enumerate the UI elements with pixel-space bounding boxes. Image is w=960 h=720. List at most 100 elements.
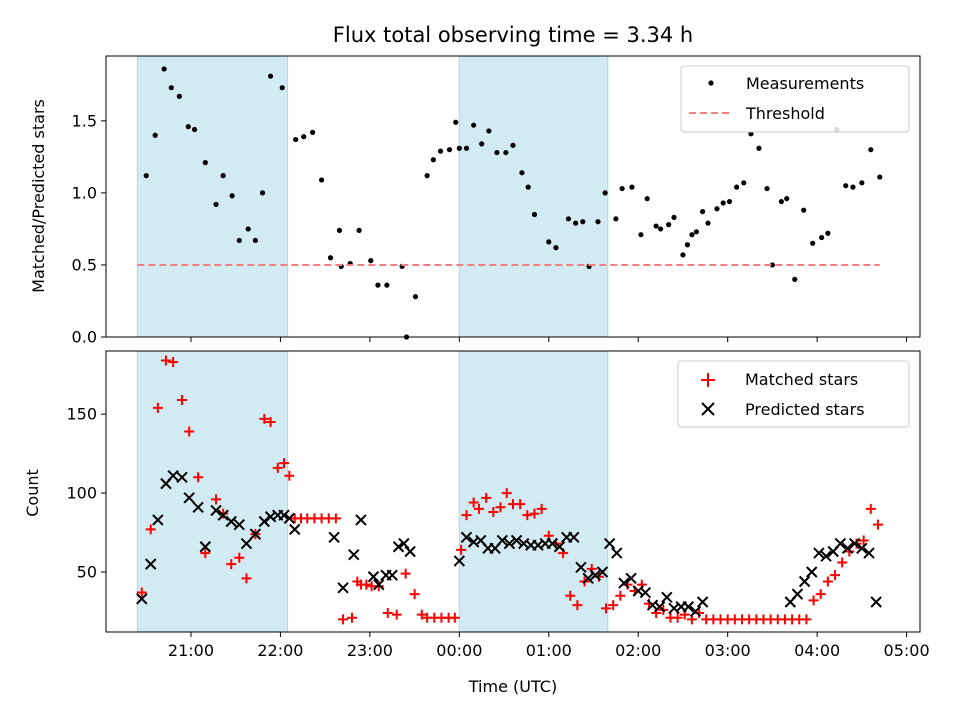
predicted-star-point — [870, 596, 882, 608]
measurement-point — [456, 145, 462, 151]
measurement-point — [494, 149, 500, 156]
matched-star-point — [536, 503, 547, 514]
measurement-point — [510, 142, 516, 148]
measurement-point — [267, 73, 274, 79]
predicted-star-point — [661, 591, 673, 603]
measurement-point — [424, 173, 430, 179]
measurement-point — [259, 190, 266, 196]
top-shaded-intervals — [136, 55, 609, 338]
measurement-point — [471, 122, 477, 128]
matched-star-point — [615, 590, 626, 601]
x-tick-label: 21:00 — [168, 641, 214, 660]
x-tick-label: 23:00 — [347, 641, 393, 660]
matched-star-point — [265, 417, 276, 428]
predicted-star-point — [496, 534, 508, 547]
predicted-star-point — [460, 531, 473, 543]
y-tick-label: 1.5 — [72, 111, 97, 130]
predicted-star-point — [834, 537, 847, 550]
measurement-point — [734, 184, 740, 190]
measurement-point — [191, 126, 198, 133]
matched-star-point — [808, 595, 819, 606]
matched-star-point — [474, 503, 485, 514]
matched-star-point — [152, 402, 163, 413]
predicted-star-point — [618, 577, 630, 589]
predicted-star-point — [337, 582, 349, 594]
measurement-point — [859, 180, 865, 186]
measurement-point — [327, 255, 334, 261]
matched-star-point — [522, 510, 533, 521]
measurement-point — [252, 237, 258, 244]
matched-star-point — [234, 552, 245, 563]
measurement-point — [756, 145, 762, 151]
predicted-legend-label: Predicted stars — [745, 400, 865, 419]
predicted-star-point — [696, 596, 709, 608]
bottom-y-axis-label: Count — [23, 469, 42, 517]
measurement-point — [143, 173, 149, 179]
measurement-point — [531, 211, 538, 218]
measurement-point — [486, 128, 492, 134]
measurement-point — [202, 160, 208, 166]
predicted-star-point — [249, 528, 262, 540]
measurement-point — [748, 131, 754, 137]
measurement-point — [446, 147, 453, 153]
matched-star-point — [481, 492, 492, 503]
matched-star-point — [858, 535, 869, 546]
measurement-point — [236, 237, 242, 244]
measurement-point — [565, 216, 572, 222]
predicted-star-point — [863, 547, 875, 559]
predicted-star-point — [136, 593, 148, 605]
matched-star-point — [501, 488, 512, 499]
shaded-interval-1 — [136, 55, 289, 338]
predicted-star-point — [639, 586, 652, 599]
shaded-interval-1 — [136, 350, 289, 633]
measurement-point — [666, 222, 672, 228]
measurement-point — [764, 185, 770, 192]
matched-star-point — [495, 502, 506, 513]
shaded-interval-2 — [458, 350, 609, 633]
predicted-star-point — [625, 572, 637, 585]
measurement-point — [700, 209, 706, 215]
measurement-point — [220, 173, 226, 179]
predicted-star-point — [386, 569, 398, 581]
measurement-point — [595, 219, 601, 225]
measurement-point — [619, 185, 625, 192]
predicted-star-point — [167, 470, 179, 482]
bottom-legend: Matched stars Predicted stars — [677, 360, 910, 428]
measurement-point — [877, 174, 883, 180]
predicted-star-point — [856, 542, 868, 555]
measurement-point — [784, 196, 790, 202]
predicted-star-point — [582, 572, 594, 585]
predicted-legend-marker — [701, 402, 715, 416]
measurement-point — [638, 232, 644, 238]
matched-star-point — [184, 426, 195, 437]
top-legend-box — [680, 65, 910, 133]
matched-legend-label: Matched stars — [745, 370, 858, 389]
predicted-star-point — [199, 541, 211, 553]
predicted-star-point — [689, 605, 702, 618]
predicted-star-point — [328, 531, 340, 543]
matched-star-point — [468, 497, 479, 508]
measurement-point — [778, 198, 784, 205]
measurement-point — [613, 216, 619, 222]
measurement-point — [657, 226, 664, 232]
bottom-data-marks — [136, 355, 883, 625]
x-tick-label: 22:00 — [257, 641, 303, 660]
predicted-star-point — [278, 509, 290, 521]
measurement-point — [684, 242, 691, 248]
measurement-point — [437, 148, 444, 154]
measurement-point — [792, 276, 798, 282]
chart-title: Flux total observing time = 3.34 h — [333, 23, 693, 47]
predicted-star-point — [653, 601, 666, 613]
x-tick-label: 03:00 — [705, 641, 751, 660]
predicted-star-point — [283, 512, 296, 525]
measurement-point — [580, 219, 586, 225]
measurement-point — [843, 183, 849, 189]
measurement-point — [680, 252, 686, 258]
predicted-star-point — [798, 575, 811, 588]
panel-ratio: 0.0 0.5 1.0 1.5 Flux total observing time =… — [29, 23, 921, 347]
predicted-star-point — [152, 514, 164, 526]
predicted-star-point — [240, 537, 253, 550]
matched-star-point — [830, 570, 841, 581]
measurement-point — [279, 85, 285, 91]
